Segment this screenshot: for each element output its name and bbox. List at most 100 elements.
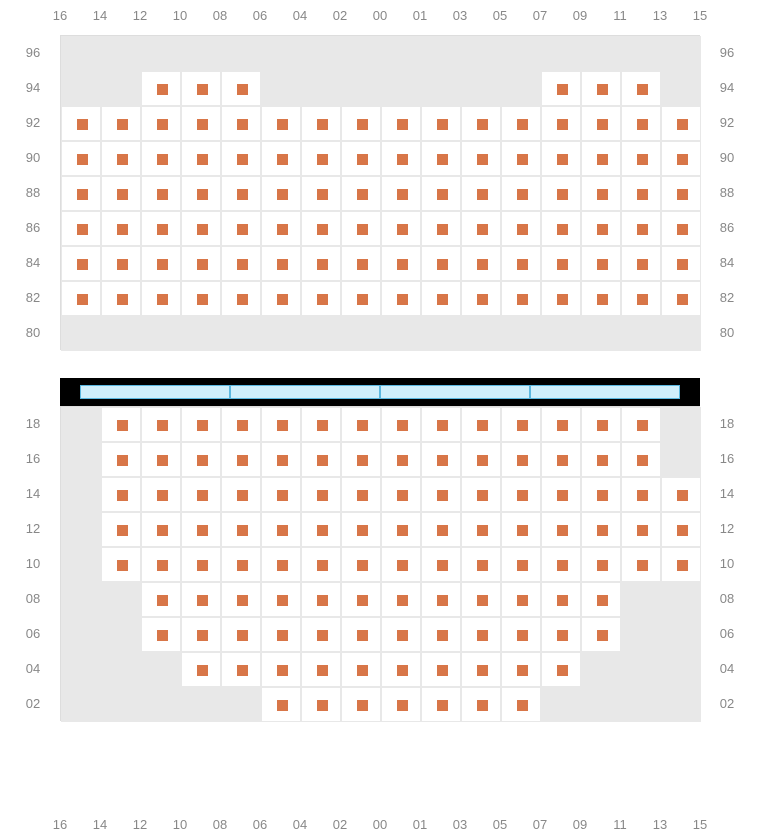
seat-cell[interactable] [181, 407, 221, 442]
seat-cell[interactable] [421, 211, 461, 246]
seat-cell[interactable] [61, 211, 101, 246]
seat-cell[interactable] [461, 687, 501, 722]
seat-cell[interactable] [461, 407, 501, 442]
seat-cell[interactable] [381, 687, 421, 722]
seat-cell[interactable] [181, 547, 221, 582]
seat-cell[interactable] [341, 652, 381, 687]
seat-cell[interactable] [461, 176, 501, 211]
seat-cell[interactable] [581, 246, 621, 281]
seat-cell[interactable] [261, 582, 301, 617]
seat-cell[interactable] [581, 71, 621, 106]
seat-cell[interactable] [541, 141, 581, 176]
seat-cell[interactable] [301, 582, 341, 617]
seat-cell[interactable] [101, 281, 141, 316]
seat-cell[interactable] [621, 477, 661, 512]
seat-cell[interactable] [181, 246, 221, 281]
seat-cell[interactable] [221, 547, 261, 582]
seat-cell[interactable] [581, 582, 621, 617]
seat-cell[interactable] [221, 582, 261, 617]
seat-cell[interactable] [261, 512, 301, 547]
seat-cell[interactable] [221, 442, 261, 477]
seat-cell[interactable] [461, 547, 501, 582]
seat-cell[interactable] [101, 407, 141, 442]
seat-cell[interactable] [261, 176, 301, 211]
seat-cell[interactable] [541, 176, 581, 211]
seat-cell[interactable] [381, 617, 421, 652]
seat-cell[interactable] [501, 477, 541, 512]
seat-cell[interactable] [501, 281, 541, 316]
seat-cell[interactable] [541, 547, 581, 582]
seat-cell[interactable] [181, 281, 221, 316]
seat-cell[interactable] [181, 141, 221, 176]
seat-cell[interactable] [461, 652, 501, 687]
seat-cell[interactable] [141, 176, 181, 211]
seat-cell[interactable] [421, 687, 461, 722]
seat-cell[interactable] [181, 71, 221, 106]
seat-cell[interactable] [381, 106, 421, 141]
seat-cell[interactable] [581, 512, 621, 547]
seat-cell[interactable] [261, 246, 301, 281]
seat-cell[interactable] [461, 246, 501, 281]
seat-cell[interactable] [421, 442, 461, 477]
seat-cell[interactable] [381, 281, 421, 316]
seat-cell[interactable] [621, 407, 661, 442]
seat-cell[interactable] [221, 246, 261, 281]
seat-cell[interactable] [541, 477, 581, 512]
seat-cell[interactable] [101, 106, 141, 141]
seat-cell[interactable] [141, 407, 181, 442]
seat-cell[interactable] [541, 71, 581, 106]
seat-cell[interactable] [421, 512, 461, 547]
seat-cell[interactable] [181, 477, 221, 512]
seat-cell[interactable] [301, 687, 341, 722]
seat-cell[interactable] [101, 547, 141, 582]
seat-cell[interactable] [101, 141, 141, 176]
seat-cell[interactable] [221, 141, 261, 176]
seat-cell[interactable] [141, 442, 181, 477]
seat-cell[interactable] [341, 407, 381, 442]
seat-cell[interactable] [501, 141, 541, 176]
seat-cell[interactable] [101, 442, 141, 477]
seat-cell[interactable] [221, 512, 261, 547]
seat-cell[interactable] [421, 176, 461, 211]
seat-cell[interactable] [421, 106, 461, 141]
seat-cell[interactable] [461, 512, 501, 547]
seat-cell[interactable] [421, 652, 461, 687]
seat-cell[interactable] [581, 106, 621, 141]
seat-cell[interactable] [301, 617, 341, 652]
seat-cell[interactable] [621, 141, 661, 176]
seat-cell[interactable] [421, 407, 461, 442]
seat-cell[interactable] [581, 442, 621, 477]
seat-cell[interactable] [381, 211, 421, 246]
seat-cell[interactable] [581, 141, 621, 176]
seat-cell[interactable] [341, 477, 381, 512]
seat-cell[interactable] [261, 477, 301, 512]
seat-cell[interactable] [301, 141, 341, 176]
seat-cell[interactable] [301, 547, 341, 582]
seat-cell[interactable] [421, 582, 461, 617]
seat-cell[interactable] [301, 407, 341, 442]
seat-cell[interactable] [381, 407, 421, 442]
seat-cell[interactable] [341, 211, 381, 246]
seat-cell[interactable] [621, 71, 661, 106]
seat-cell[interactable] [461, 617, 501, 652]
seat-cell[interactable] [381, 246, 421, 281]
seat-cell[interactable] [301, 281, 341, 316]
seat-cell[interactable] [661, 477, 701, 512]
seat-cell[interactable] [461, 106, 501, 141]
seat-cell[interactable] [621, 106, 661, 141]
seat-cell[interactable] [341, 106, 381, 141]
seat-cell[interactable] [261, 211, 301, 246]
seat-cell[interactable] [541, 617, 581, 652]
seat-cell[interactable] [141, 106, 181, 141]
seat-cell[interactable] [141, 512, 181, 547]
seat-cell[interactable] [141, 141, 181, 176]
seat-cell[interactable] [61, 281, 101, 316]
seat-cell[interactable] [661, 211, 701, 246]
seat-cell[interactable] [381, 582, 421, 617]
seat-cell[interactable] [341, 141, 381, 176]
seat-cell[interactable] [301, 211, 341, 246]
seat-cell[interactable] [221, 71, 261, 106]
seat-cell[interactable] [501, 442, 541, 477]
seat-cell[interactable] [101, 512, 141, 547]
seat-cell[interactable] [461, 477, 501, 512]
